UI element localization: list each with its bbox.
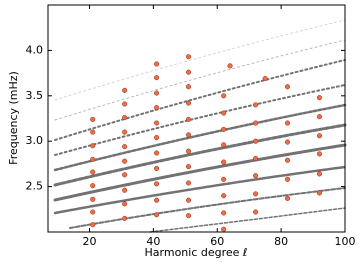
x-tick-label: 80 (274, 235, 288, 248)
y-axis-label: Frequency (mHz) (7, 71, 20, 165)
data-point (185, 100, 192, 106)
data-point (185, 180, 192, 186)
data-point (122, 115, 128, 121)
data-point (154, 90, 160, 96)
data-point (122, 201, 128, 207)
power-ridges (53, 19, 347, 233)
data-point (284, 120, 291, 126)
y-tick-label: 3.0 (26, 134, 44, 147)
data-point (154, 120, 160, 126)
data-point (185, 84, 192, 90)
data-point (316, 133, 323, 139)
plot-frame (47, 4, 346, 233)
data-point (284, 139, 291, 145)
data-point (154, 165, 160, 171)
data-point (185, 213, 192, 219)
data-point (90, 143, 96, 149)
data-point (90, 222, 96, 228)
data-point (221, 110, 227, 116)
data-point (90, 209, 96, 215)
x-axis-label: Harmonic degree ℓ (145, 246, 248, 259)
data-point (253, 138, 259, 144)
data-point (122, 187, 128, 193)
data-point (221, 126, 227, 132)
data-point (221, 226, 227, 232)
data-point (284, 84, 291, 90)
data-point (185, 164, 192, 170)
data-point (154, 75, 160, 81)
data-point (122, 215, 128, 221)
data-point (284, 195, 291, 201)
data-point (154, 105, 160, 111)
data-point (122, 87, 128, 93)
x-tick-label: 40 (146, 235, 160, 248)
x-tick-label: 100 (335, 235, 356, 248)
data-point (221, 193, 227, 199)
data-point (284, 157, 291, 163)
data-point (185, 197, 192, 203)
data-point (154, 135, 160, 141)
data-point (122, 101, 128, 107)
data-point (221, 159, 227, 165)
data-point (154, 150, 160, 156)
data-point (316, 190, 323, 196)
data-point (221, 210, 227, 216)
data-point (227, 63, 233, 69)
data-point (154, 197, 160, 203)
data-point (253, 173, 259, 179)
data-point (253, 155, 259, 162)
data-point (122, 158, 128, 164)
data-point (284, 176, 291, 182)
data-point (221, 176, 227, 182)
data-point (122, 172, 128, 178)
data-point (122, 144, 128, 150)
data-point (90, 169, 96, 175)
x-tick-label: 60 (210, 235, 224, 248)
data-point (122, 129, 128, 135)
x-tick-label: 20 (83, 235, 97, 248)
data-point (316, 95, 323, 101)
data-point (154, 212, 160, 218)
data-point (185, 132, 192, 138)
data-point (154, 181, 160, 187)
data-point (90, 196, 96, 202)
data-point (262, 75, 268, 82)
y-tick-label: 2.5 (26, 180, 44, 193)
data-point (221, 93, 227, 99)
data-point (221, 142, 227, 148)
data-point (90, 116, 96, 122)
data-point (253, 102, 259, 108)
y-tick-label: 3.5 (26, 89, 44, 102)
data-point (253, 191, 259, 197)
y-tick-label: 4.0 (26, 43, 44, 56)
data-point (90, 156, 96, 162)
data-point (316, 114, 323, 120)
data-point (90, 183, 96, 189)
data-point (253, 209, 259, 215)
data-point (90, 129, 96, 135)
data-point (253, 120, 259, 126)
data-point (185, 69, 192, 75)
data-point (185, 148, 192, 154)
data-point (316, 151, 323, 157)
data-point (154, 61, 160, 67)
data-point (316, 171, 323, 177)
data-point (185, 54, 192, 60)
data-point (185, 116, 192, 122)
